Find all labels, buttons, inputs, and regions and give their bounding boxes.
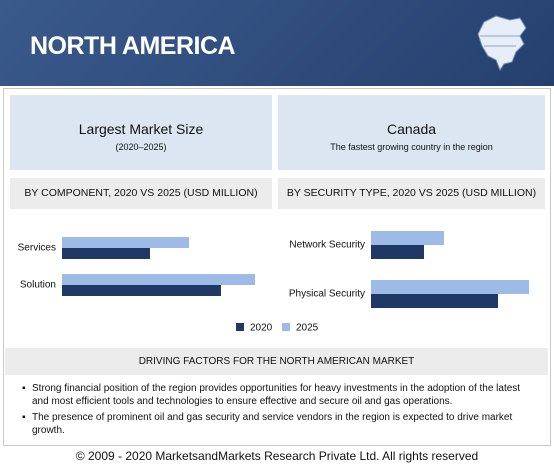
driver-item: The presence of prominent oil and gas se…: [22, 411, 537, 437]
legend-swatch: [236, 323, 244, 331]
bar: [371, 294, 498, 308]
panel-title: Canada: [386, 121, 437, 137]
legend-label: 2025: [296, 323, 319, 334]
bar: [371, 245, 424, 259]
chart-title: BY SECURITY TYPE, 2020 VS 2025 (USD MILL…: [278, 178, 545, 209]
map-icon: [477, 15, 527, 72]
page-title: NORTH AMERICA: [30, 32, 236, 60]
bar: [62, 237, 189, 248]
header: NORTH AMERICA: [0, 0, 554, 86]
drivers-list: Strong financial position of the region …: [22, 382, 537, 440]
bar: [62, 285, 221, 296]
y-tick-label: Network Security: [289, 240, 365, 251]
panel: Largest Market Size (2020–2025): [10, 95, 272, 170]
bar: [371, 280, 529, 294]
legend-label: 2020: [250, 323, 273, 334]
y-tick-label: Solution: [20, 280, 56, 291]
driver-item: Strong financial position of the region …: [22, 382, 537, 408]
footer: © 2009 - 2020 MarketsandMarkets Research…: [75, 449, 479, 463]
y-tick-label: Services: [18, 243, 56, 254]
bar: [371, 231, 444, 245]
drivers-title: DRIVING FACTORS FOR THE NORTH AMERICAN M…: [5, 348, 548, 375]
y-tick-label: Physical Security: [289, 289, 365, 300]
bar: [62, 274, 255, 285]
frame: [3, 88, 551, 446]
panel-title: Largest Market Size: [78, 121, 204, 137]
panel-subtitle: (2020–2025): [115, 142, 167, 152]
legend-swatch: [282, 323, 290, 331]
panel-subtitle: The fastest growing country in the regio…: [330, 142, 493, 152]
chart-title: BY COMPONENT, 2020 VS 2025 (USD MILLION): [10, 178, 272, 209]
panel: Canada The fastest growing country in th…: [278, 95, 545, 170]
charts: Services Solution Network Security Physical…: [18, 231, 529, 334]
bar: [62, 248, 150, 259]
